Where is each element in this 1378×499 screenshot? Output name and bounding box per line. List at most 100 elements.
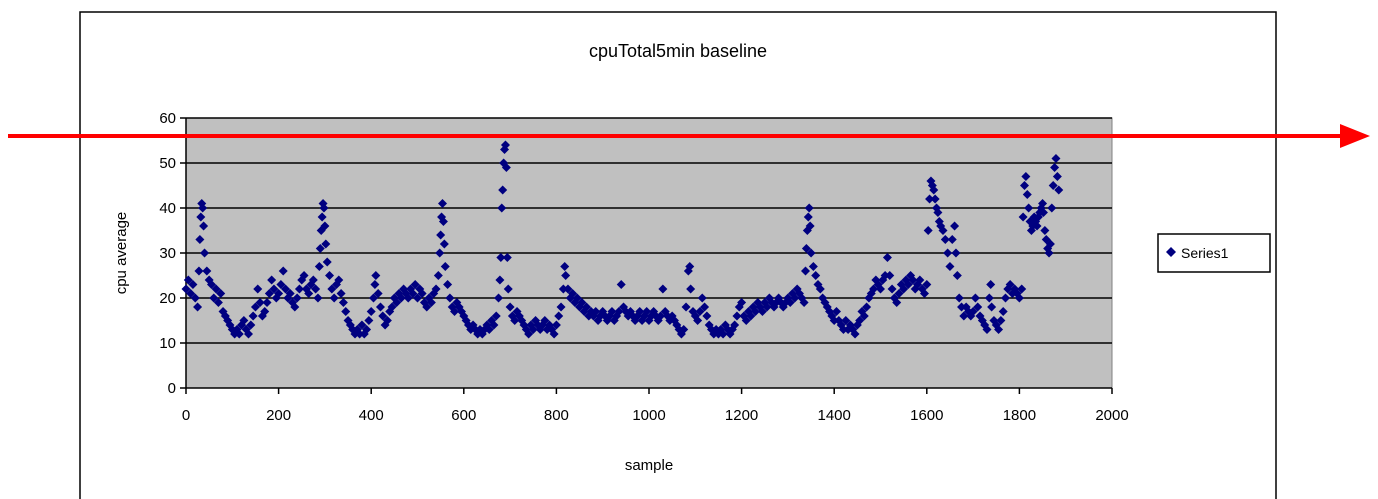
x-tick-label-2000: 2000	[1095, 407, 1128, 424]
data-point-71	[325, 271, 335, 280]
data-point-57	[304, 289, 314, 298]
y-tick-label-0: 0	[168, 380, 176, 397]
data-point-373	[973, 302, 983, 312]
data-point-170	[528, 325, 538, 334]
data-point-76	[336, 289, 346, 298]
data-point-398	[1024, 203, 1034, 213]
data-point-262	[737, 298, 747, 307]
data-point-125	[439, 239, 449, 249]
legend-box	[1157, 233, 1271, 273]
data-point-347	[923, 226, 933, 235]
data-point-367	[959, 311, 969, 321]
data-point-159	[503, 284, 513, 294]
data-point-119	[433, 271, 443, 280]
data-point-343	[915, 275, 925, 285]
data-point-77	[338, 298, 348, 307]
data-point-16	[209, 293, 219, 303]
data-point-336	[899, 284, 909, 294]
data-point-95	[378, 311, 388, 321]
data-point-11	[199, 221, 209, 231]
data-point-385	[998, 307, 1008, 316]
data-point-363	[951, 248, 961, 258]
data-point-73	[329, 293, 339, 303]
x-tick-label-800: 800	[544, 407, 569, 424]
data-point-285	[790, 293, 800, 303]
data-point-239	[685, 262, 695, 271]
data-point-130	[450, 307, 460, 316]
data-point-33	[248, 311, 258, 321]
data-point-311	[841, 316, 851, 325]
data-point-246	[700, 302, 710, 312]
data-point-380	[987, 302, 997, 312]
data-point-51	[290, 302, 300, 312]
data-point-10	[198, 203, 208, 213]
data-point-395	[1019, 181, 1029, 190]
y-tick-label-20: 20	[159, 290, 176, 307]
data-point-91	[370, 280, 380, 289]
data-point-2	[186, 289, 196, 298]
data-point-243	[693, 316, 703, 325]
data-point-384	[996, 316, 1006, 325]
data-point-109	[410, 280, 420, 289]
data-point-72	[327, 284, 337, 294]
data-point-85	[357, 320, 367, 330]
data-point-320	[862, 302, 872, 312]
data-point-6	[194, 266, 204, 276]
data-point-326	[876, 284, 885, 294]
data-point-331	[887, 284, 897, 294]
data-point-371	[968, 307, 978, 316]
data-point-420	[1054, 185, 1064, 195]
data-point-244	[695, 307, 705, 316]
data-point-416	[1048, 181, 1058, 190]
data-point-186	[563, 284, 573, 294]
data-point-70	[322, 257, 332, 267]
data-point-101	[392, 298, 402, 307]
data-point-329	[882, 253, 892, 262]
x-tick-label-0: 0	[182, 407, 190, 424]
data-point-345	[919, 289, 929, 298]
data-point-317	[855, 316, 865, 325]
data-point-409	[1038, 208, 1048, 217]
data-point-108	[408, 289, 418, 298]
data-point-291	[801, 244, 811, 253]
data-point-364	[952, 271, 962, 280]
data-point-84	[355, 329, 365, 339]
data-point-120	[435, 248, 445, 258]
data-point-338	[903, 280, 913, 289]
data-point-149	[494, 293, 504, 303]
data-point-8	[196, 212, 206, 222]
data-point-13	[202, 266, 212, 276]
data-point-357	[938, 226, 948, 235]
data-point-53	[294, 284, 304, 294]
data-point-413	[1044, 248, 1054, 258]
data-point-183	[558, 284, 568, 294]
data-point-360	[945, 262, 955, 271]
y-tick-label-30: 30	[159, 245, 176, 262]
data-point-404	[1032, 221, 1042, 231]
data-point-39	[262, 298, 272, 307]
data-point-0	[181, 284, 191, 294]
x-tick-label-400: 400	[359, 407, 384, 424]
data-point-124	[438, 217, 448, 226]
data-point-208	[614, 307, 624, 316]
data-point-307	[832, 307, 842, 316]
data-point-67	[319, 203, 329, 213]
data-point-289	[799, 298, 809, 307]
data-point-19	[216, 289, 226, 298]
data-point-283	[785, 298, 795, 307]
data-point-377	[982, 325, 992, 334]
data-point-60	[311, 284, 321, 294]
data-point-97	[382, 316, 392, 325]
data-point-185	[561, 271, 571, 280]
data-point-32	[246, 320, 256, 330]
data-point-334	[894, 289, 904, 298]
data-point-1	[183, 275, 193, 285]
data-point-419	[1052, 172, 1062, 181]
data-point-352	[930, 194, 940, 204]
data-point-92	[371, 271, 381, 280]
data-point-359	[943, 248, 953, 258]
data-point-126	[440, 262, 450, 271]
data-point-3	[188, 280, 198, 289]
x-tick-label-200: 200	[266, 407, 291, 424]
y-axis-title: cpu average	[113, 212, 130, 295]
